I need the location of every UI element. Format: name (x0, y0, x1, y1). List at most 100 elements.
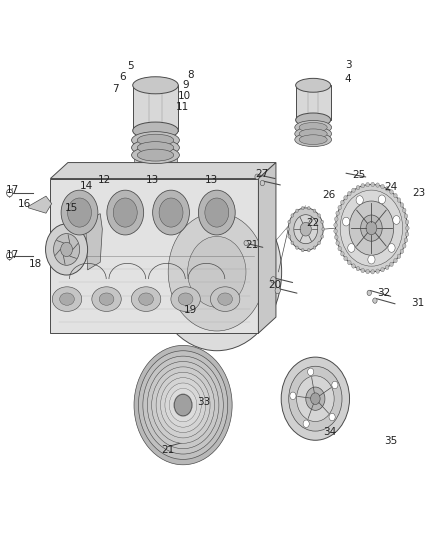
Text: 10: 10 (177, 91, 191, 101)
Text: 19: 19 (184, 305, 197, 315)
Text: 15: 15 (64, 203, 78, 213)
Ellipse shape (178, 293, 193, 305)
Circle shape (400, 249, 404, 254)
Circle shape (7, 252, 13, 260)
Circle shape (159, 198, 183, 227)
Circle shape (187, 236, 246, 308)
Ellipse shape (52, 287, 82, 311)
Text: 7: 7 (112, 84, 119, 94)
Circle shape (400, 203, 404, 207)
Circle shape (349, 201, 394, 255)
Text: 17: 17 (6, 250, 19, 260)
Bar (134, 155, 177, 171)
Text: 26: 26 (322, 190, 335, 199)
Circle shape (405, 220, 409, 224)
Circle shape (335, 235, 338, 239)
Circle shape (205, 198, 229, 227)
Circle shape (321, 220, 324, 224)
Circle shape (352, 188, 355, 192)
Ellipse shape (137, 134, 174, 146)
Polygon shape (50, 163, 276, 179)
Circle shape (388, 244, 395, 252)
Circle shape (107, 190, 144, 235)
Circle shape (348, 244, 355, 252)
Circle shape (307, 206, 310, 210)
Circle shape (334, 223, 337, 227)
Circle shape (318, 241, 321, 245)
Polygon shape (28, 196, 52, 213)
Text: 25: 25 (353, 170, 366, 180)
Circle shape (61, 190, 98, 235)
Circle shape (152, 190, 189, 235)
Circle shape (367, 290, 371, 295)
Circle shape (335, 217, 338, 221)
Circle shape (393, 216, 400, 224)
Circle shape (296, 209, 298, 213)
Circle shape (336, 241, 339, 245)
Ellipse shape (296, 78, 331, 92)
Circle shape (381, 268, 384, 272)
Polygon shape (258, 163, 276, 333)
Ellipse shape (137, 142, 174, 154)
Circle shape (385, 265, 389, 270)
Circle shape (347, 261, 351, 265)
Circle shape (147, 361, 219, 449)
Circle shape (287, 228, 290, 231)
Circle shape (361, 183, 364, 188)
Bar (296, 85, 331, 120)
Circle shape (394, 259, 397, 263)
Circle shape (271, 277, 276, 283)
Circle shape (366, 269, 370, 274)
Text: 8: 8 (187, 70, 194, 79)
Circle shape (385, 187, 389, 191)
Polygon shape (85, 214, 102, 270)
Circle shape (300, 222, 311, 236)
Circle shape (366, 222, 377, 235)
Circle shape (341, 252, 344, 256)
Ellipse shape (299, 123, 327, 132)
Circle shape (361, 268, 364, 273)
Circle shape (288, 208, 323, 251)
Ellipse shape (131, 287, 161, 311)
Circle shape (174, 394, 192, 416)
Circle shape (344, 196, 347, 200)
Text: 3: 3 (345, 60, 352, 70)
Circle shape (334, 229, 337, 233)
Text: 24: 24 (385, 182, 398, 191)
Circle shape (244, 240, 248, 246)
Circle shape (301, 206, 304, 210)
Ellipse shape (60, 293, 74, 305)
Circle shape (356, 196, 363, 205)
Text: 9: 9 (182, 80, 189, 90)
Ellipse shape (299, 135, 327, 144)
Circle shape (381, 184, 384, 189)
Ellipse shape (295, 127, 332, 141)
Text: 33: 33 (197, 398, 210, 407)
Circle shape (168, 213, 265, 331)
Circle shape (336, 211, 339, 215)
Circle shape (341, 200, 344, 205)
Circle shape (170, 389, 197, 422)
Circle shape (306, 387, 325, 410)
Circle shape (291, 214, 294, 217)
Circle shape (143, 356, 223, 454)
Text: 17: 17 (6, 185, 19, 195)
Circle shape (318, 214, 321, 217)
Circle shape (152, 193, 282, 351)
Text: 22: 22 (307, 218, 320, 228)
Circle shape (313, 246, 316, 249)
Circle shape (371, 182, 374, 187)
Ellipse shape (299, 129, 327, 139)
Circle shape (156, 372, 210, 438)
Circle shape (291, 241, 294, 245)
Circle shape (340, 190, 403, 266)
Circle shape (198, 190, 235, 235)
Circle shape (296, 246, 298, 249)
Text: 5: 5 (127, 61, 134, 70)
Ellipse shape (296, 113, 331, 127)
Bar (133, 85, 178, 131)
Text: 34: 34 (323, 427, 336, 437)
Circle shape (356, 266, 360, 271)
Ellipse shape (139, 293, 153, 305)
Circle shape (307, 368, 314, 376)
